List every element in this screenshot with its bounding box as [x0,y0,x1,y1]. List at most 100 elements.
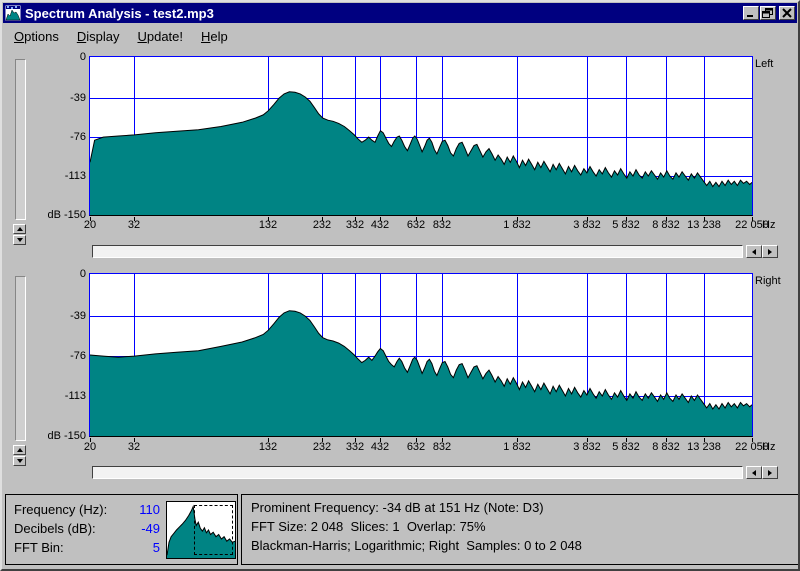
fft-bin-value: 5 [152,540,160,555]
x-tick-left [666,217,667,221]
minimize-button[interactable] [743,6,759,20]
spectrum-app-icon[interactable] [5,5,21,21]
x-tick-label-left: 832 [432,219,452,231]
restore-button[interactable] [760,6,776,20]
menu-item-update[interactable]: Update! [137,29,184,44]
x-tick-label-left: 432 [370,219,390,231]
channel-label-right: Right [755,275,781,287]
thumbnail-spectrum [166,504,236,558]
scroll-left-button-left[interactable] [746,245,762,258]
spectrum-plot-right[interactable] [89,273,753,437]
window-title: Spectrum Analysis - test2.mp3 [25,5,214,21]
x-tick-right [355,438,356,442]
overview-thumbnail[interactable] [166,501,236,559]
x-tick-left [380,217,381,221]
y-tick-label-left: dB -150 [47,209,86,221]
menu-item-help[interactable]: Help [201,29,228,44]
x-tick-label-left: 132 [258,219,278,231]
x-tick-left [517,217,518,221]
spectrum-svg-left [90,57,752,215]
x-tick-right [666,438,667,442]
x-tick-label-left: 1 832 [503,219,531,231]
x-tick-label-right: 832 [432,441,452,453]
x-tick-right [704,438,705,442]
right-arrow-icon [768,469,772,476]
x-tick-right [134,438,135,442]
decibels-label: Decibels (dB): [14,521,96,536]
vertical-zoom-slider-right[interactable] [15,276,26,441]
status-line-fft: FFT Size: 2 048 Slices: 1 Overlap: 75% [251,519,486,534]
slider-spin-down-right[interactable] [13,456,26,466]
close-button[interactable] [779,6,795,20]
x-tick-label-right: 8 832 [652,441,680,453]
scroll-right-button-left[interactable] [762,245,778,258]
x-tick-right [322,438,323,442]
x-tick-right [90,438,91,442]
x-tick-left [416,217,417,221]
x-tick-label-left: 5 832 [612,219,640,231]
close-icon [782,8,792,18]
right-arrow-icon [768,248,772,255]
x-tick-label-right: 22 050 [735,441,769,453]
x-tick-left [134,217,135,221]
x-tick-right [442,438,443,442]
x-tick-label-left: 20 [83,219,97,231]
menu-item-display[interactable]: Display [76,29,120,44]
x-tick-left [268,217,269,221]
y-tick-label-left: -39 [70,92,86,105]
frequency-value: 110 [139,502,160,517]
x-tick-label-right: 432 [370,441,390,453]
frequency-scrollbar-left[interactable] [92,245,743,258]
frequency-label: Frequency (Hz): [14,502,108,517]
slider-spin-up-right[interactable] [13,445,26,455]
status-line-window: Blackman-Harris; Logarithmic; Right Samp… [251,538,582,553]
x-tick-left [626,217,627,221]
x-tick-label-right: 132 [258,441,278,453]
scroll-right-button-right[interactable] [762,466,778,479]
scroll-left-button-right[interactable] [746,466,762,479]
y-tick-label-right: -113 [64,390,86,403]
fft-bin-label: FFT Bin: [14,540,64,555]
spectrum-outline-left [90,91,752,188]
x-tick-right [626,438,627,442]
x-tick-label-left: 3 832 [573,219,601,231]
vertical-zoom-slider-left[interactable] [15,59,26,220]
x-tick-label-left: 232 [312,219,332,231]
slider-spin-up-left[interactable] [13,224,26,234]
x-tick-label-right: 332 [345,441,365,453]
x-tick-right [752,438,753,442]
cursor-info-panel: Frequency (Hz): 110 Decibels (dB): -49 F… [5,494,238,565]
x-unit-label-left: Hz [762,219,776,231]
down-arrow-icon [16,238,23,242]
minimize-icon [747,15,753,17]
x-tick-left [355,217,356,221]
x-tick-label-right: 1 832 [503,441,531,453]
x-tick-right [380,438,381,442]
menu-bar: Options Display Update! Help [5,26,795,48]
thumbnail-selection[interactable] [194,505,233,555]
title-bar[interactable]: Spectrum Analysis - test2.mp3 [3,3,797,23]
menu-item-options[interactable]: Options [14,29,59,44]
slider-spin-down-left[interactable] [13,235,26,245]
thumbnail-outline [166,504,236,556]
y-tick-label-left: -113 [64,170,86,183]
up-arrow-icon [16,448,23,452]
channel-label-left: Left [755,58,774,70]
decibels-value: -49 [141,521,160,536]
x-tick-right [587,438,588,442]
x-tick-label-right: 5 832 [612,441,640,453]
y-tick-label-right: -76 [70,350,86,363]
spectrum-plot-left[interactable] [89,56,753,216]
status-panel: Prominent Frequency: -34 dB at 151 Hz (N… [241,494,798,565]
x-tick-label-left: 32 [127,219,141,231]
restore-icon [762,8,773,18]
y-tick-label-right: -39 [70,310,86,323]
x-tick-label-right: 20 [83,441,97,453]
frequency-scrollbar-right[interactable] [92,466,743,479]
left-arrow-icon [752,248,756,255]
left-arrow-icon [752,469,756,476]
y-tick-label-right: dB -150 [47,430,86,442]
up-arrow-icon [16,227,23,231]
x-tick-left [587,217,588,221]
